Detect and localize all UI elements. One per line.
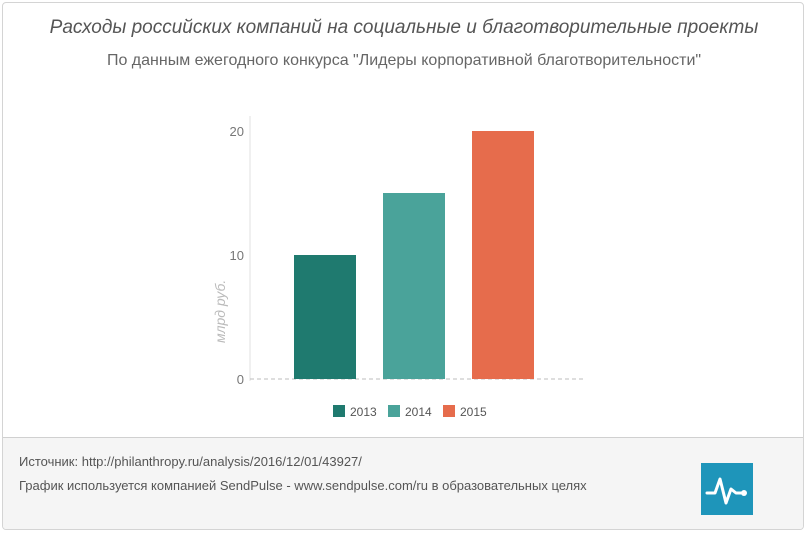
source-text: Источник: http://philanthropy.ru/analysi…	[19, 454, 362, 469]
legend-swatch-2014	[388, 405, 400, 417]
y-tick-label: 20	[230, 124, 244, 139]
y-tick-label: 10	[230, 248, 244, 263]
legend-label-2014: 2014	[405, 405, 432, 419]
legend-swatch-2015	[443, 405, 455, 417]
legend-label-2015: 2015	[460, 405, 487, 419]
chart-subtitle: По данным ежегодного конкурса "Лидеры ко…	[106, 52, 702, 69]
y-axis-label: млрд руб.	[212, 280, 228, 343]
y-tick-labels: 0 10 20	[230, 124, 244, 387]
sendpulse-logo-icon	[701, 463, 753, 515]
bar-2014	[383, 193, 445, 379]
legend-swatch-2013	[333, 405, 345, 417]
bars	[294, 131, 534, 379]
legend-label-2013: 2013	[350, 405, 377, 419]
footer: Источник: http://philanthropy.ru/analysi…	[3, 437, 803, 529]
usage-text: График используется компанией SendPulse …	[19, 478, 587, 493]
bar-2015	[472, 131, 534, 379]
chart-title: Расходы российских компаний на социальны…	[49, 17, 759, 38]
bar-2013	[294, 255, 356, 379]
legend: 2013 2014 2015	[333, 405, 487, 419]
bar-chart: 0 10 20 млрд руб. 2013 2014 2015	[212, 116, 583, 419]
y-tick-label: 0	[237, 372, 244, 387]
